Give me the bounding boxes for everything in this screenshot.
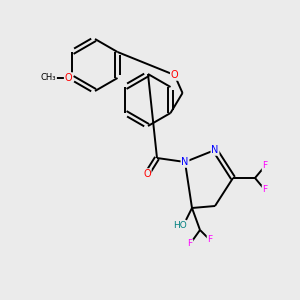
Text: F: F	[262, 161, 268, 170]
Text: F: F	[262, 185, 268, 194]
Text: HO: HO	[173, 221, 187, 230]
Text: O: O	[65, 73, 72, 83]
Text: O: O	[171, 70, 178, 80]
Text: N: N	[181, 157, 189, 167]
Text: N: N	[211, 145, 219, 155]
Text: F: F	[207, 236, 213, 244]
Text: O: O	[143, 169, 151, 179]
Text: CH₃: CH₃	[41, 74, 56, 82]
Text: F: F	[188, 239, 193, 248]
